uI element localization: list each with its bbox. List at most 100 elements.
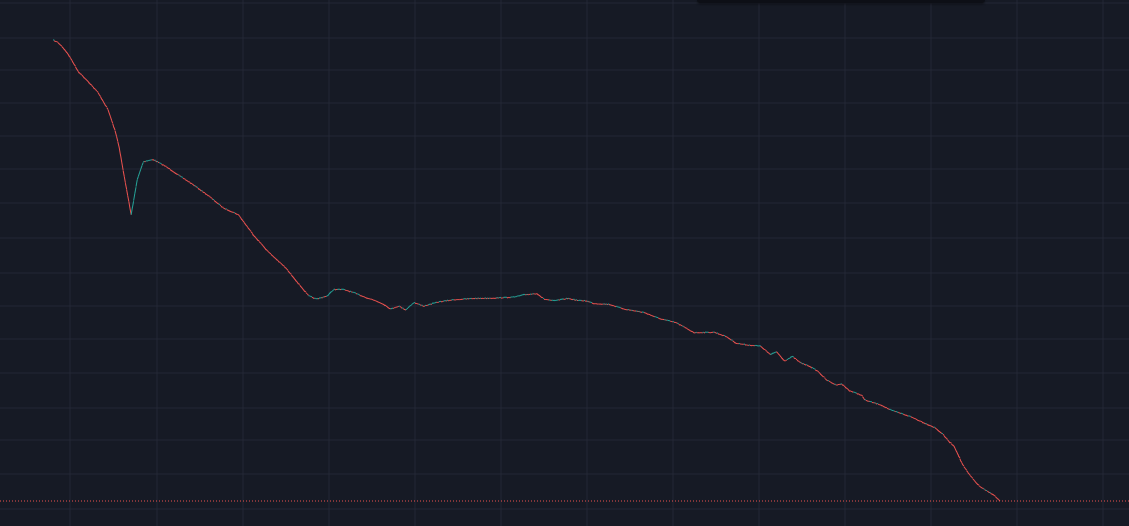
candle-up — [565, 297, 568, 300]
candle-down — [660, 318, 662, 321]
candle-down — [127, 195, 130, 202]
candle-down — [117, 141, 120, 148]
candle-down — [744, 344, 747, 346]
candle-up — [318, 297, 321, 299]
candle-down — [903, 413, 905, 416]
candle-up — [434, 301, 437, 304]
candle-down — [866, 400, 869, 402]
candle-down — [283, 266, 286, 269]
candle-down — [598, 303, 601, 305]
candle-down — [289, 273, 292, 275]
candle-down — [266, 250, 269, 253]
candle-up — [695, 331, 697, 334]
candle-down — [947, 439, 950, 442]
candle-down — [906, 415, 909, 417]
candle-down — [585, 300, 588, 303]
candle-down — [911, 416, 914, 419]
candle-up — [411, 303, 413, 305]
candle-up — [557, 299, 559, 301]
candle-down — [943, 435, 946, 438]
candle-up — [470, 297, 472, 300]
candle-up — [484, 297, 486, 299]
candle-down — [90, 83, 93, 86]
candle-down — [643, 312, 646, 314]
candle-down — [305, 292, 308, 295]
candle-down — [209, 196, 211, 198]
candle-down — [238, 214, 240, 217]
candle-up — [333, 288, 335, 290]
candle-down — [956, 451, 959, 455]
candle-down — [311, 296, 314, 299]
candle-down — [502, 297, 504, 299]
candle-down — [205, 193, 208, 196]
candle-down — [298, 283, 301, 285]
candle-down — [964, 468, 967, 471]
candle-down — [963, 466, 966, 469]
candle-down — [360, 295, 363, 297]
candle-down — [845, 387, 848, 390]
candle-down — [762, 347, 765, 351]
candle-down — [863, 398, 866, 401]
candle-up — [148, 159, 150, 162]
candle-down — [899, 412, 902, 414]
candle-down — [678, 323, 681, 326]
candle-down — [935, 428, 938, 430]
candle-down — [606, 303, 609, 306]
candle-down — [58, 43, 61, 46]
candle-down — [830, 382, 833, 384]
candle-down — [622, 308, 625, 310]
candle-down — [987, 491, 990, 494]
candle-down — [721, 334, 724, 337]
candle-down — [262, 245, 265, 248]
candle-down — [312, 297, 315, 300]
candle-down — [865, 399, 868, 402]
candle-down — [729, 338, 732, 341]
candle-down — [795, 358, 798, 361]
candle-up — [330, 290, 333, 293]
candle-up — [519, 294, 522, 297]
candle-down — [676, 322, 678, 324]
candle-down — [249, 229, 252, 232]
candle-down — [923, 422, 926, 425]
candle-up — [149, 159, 151, 161]
candle-up — [316, 297, 319, 300]
candle-down — [299, 284, 302, 288]
candle-down — [88, 82, 92, 85]
candle-down — [67, 53, 70, 57]
candle-down — [270, 253, 273, 256]
candle-down — [714, 331, 716, 334]
candle-down — [217, 202, 220, 205]
candle-up — [704, 331, 707, 333]
candle-down — [292, 276, 295, 279]
candle-down — [715, 332, 718, 334]
candle-down — [187, 180, 190, 183]
candle-down — [86, 79, 89, 82]
candle-up — [446, 299, 449, 302]
candle-up — [516, 295, 518, 297]
candle-down — [703, 332, 706, 334]
candle-down — [111, 120, 114, 124]
candle-down — [596, 303, 598, 305]
candle-down — [192, 184, 195, 187]
candle-down — [157, 161, 160, 164]
candle-down — [540, 295, 543, 299]
candle-down — [493, 297, 496, 300]
candle-down — [543, 298, 546, 301]
candle-down — [281, 263, 284, 266]
candle-down — [962, 464, 965, 467]
candle-down — [269, 252, 272, 255]
candle-down — [234, 212, 237, 215]
candle-down — [63, 48, 66, 52]
candle-down — [971, 476, 974, 479]
candle-down — [821, 375, 824, 378]
candle-down — [68, 55, 71, 59]
candle-down — [275, 258, 278, 261]
candle-down — [608, 303, 611, 306]
candle-down — [848, 389, 851, 392]
candle-down — [720, 333, 722, 336]
candle-down — [214, 200, 217, 203]
candle-down — [285, 267, 288, 270]
candle-up — [477, 297, 479, 299]
